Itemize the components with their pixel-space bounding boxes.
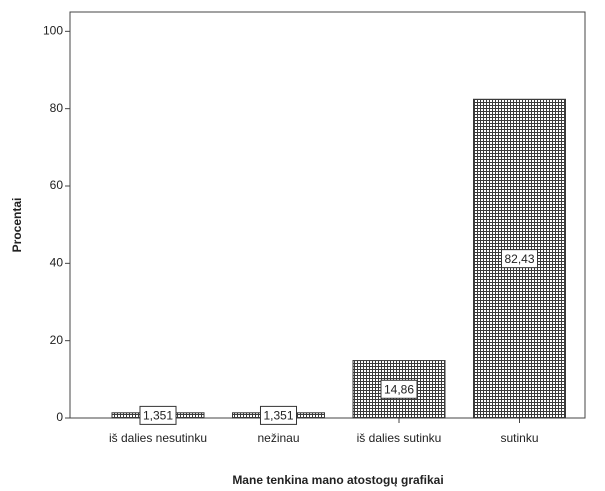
y-tick-label: 0 <box>56 410 63 424</box>
x-tick-label: nežinau <box>257 431 300 445</box>
value-label: 14,86 <box>384 382 414 396</box>
value-label-box <box>139 405 177 425</box>
x-tick-label: sutinku <box>500 431 539 445</box>
y-axis-label: Procentai <box>10 198 24 253</box>
y-tick-label: 60 <box>50 178 64 192</box>
y-tick-label: 80 <box>50 101 64 115</box>
value-label: 1,351 <box>263 409 293 423</box>
y-tick-label: 20 <box>50 333 64 347</box>
value-label-box <box>500 249 539 269</box>
y-tick-label: 40 <box>50 256 64 270</box>
y-tick-label: 100 <box>43 24 63 38</box>
value-label: 1,351 <box>143 409 173 423</box>
x-tick-label: iš dalies nesutinku <box>108 431 208 445</box>
value-label-box <box>259 405 298 425</box>
value-label-box <box>380 379 418 399</box>
value-label: 82,43 <box>504 252 534 266</box>
x-tick-label: iš dalies sutinku <box>356 431 442 445</box>
x-axis-label: Mane tenkina mano atostogų grafikai <box>232 473 443 487</box>
plot-frame <box>69 11 586 419</box>
